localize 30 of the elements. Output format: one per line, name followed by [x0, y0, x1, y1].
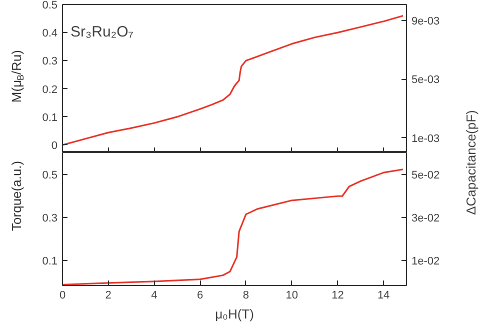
x-axis-title: μ₀H(T): [215, 306, 254, 322]
y-tick-label: 0.2: [42, 84, 58, 96]
x-tick-label: 12: [332, 290, 344, 302]
x-tick-label: 8: [242, 290, 250, 302]
y-tick-label: 0.1: [42, 255, 58, 268]
y-axis-title: M(μB/Ru): [9, 50, 26, 103]
y-tick-label: 0.5: [42, 170, 58, 182]
y-tick-label: 0: [51, 140, 58, 152]
x-tick-label: 0: [59, 290, 66, 302]
y-tick-label: 0.3: [42, 212, 58, 225]
y2-tick-label: 1e-03: [412, 132, 440, 145]
y2-tick-label: 1e-02: [412, 255, 440, 268]
y2-tick-label: 5e-03: [412, 74, 440, 86]
y2-axis-title: ΔCapacitance(pF): [463, 110, 478, 215]
x-tick-label: 6: [197, 290, 204, 302]
y2-tick-label: 5e-02: [412, 170, 440, 182]
y2-tick-label: 3e-02: [412, 212, 440, 225]
x-tick-label: 10: [286, 290, 298, 302]
line-series: [62, 168, 404, 286]
annotation: Sr₃Ru₂O₇: [70, 24, 134, 40]
y-tick-label: 0.5: [42, 0, 58, 12]
x-tick-label: 4: [151, 290, 158, 302]
y-tick-label: 0.3: [42, 56, 58, 68]
y2-tick-label: 9e-03: [412, 16, 440, 28]
line-series: [62, 14, 404, 146]
y-axis-title: Torque(a.u.): [9, 160, 24, 231]
y-tick-label: 0.4: [42, 28, 58, 40]
y-tick-label: 0.1: [42, 112, 58, 124]
x-tick-label: 14: [377, 290, 390, 302]
x-tick-label: 2: [105, 290, 112, 302]
